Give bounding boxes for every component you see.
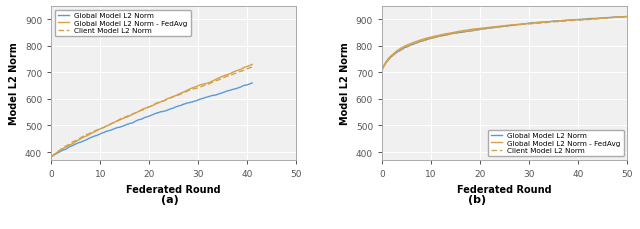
Global Model L2 Norm - FedAvg: [48, 155, 56, 158]
Client Model L2 Norm: [528, 23, 536, 26]
Global Model L2 Norm: [248, 82, 256, 85]
Global Model L2 Norm - FedAvg: [524, 23, 532, 26]
Global Model L2 Norm: [166, 108, 174, 111]
Legend: Global Model L2 Norm, Global Model L2 Norm - FedAvg, Client Model L2 Norm: Global Model L2 Norm, Global Model L2 No…: [488, 130, 623, 157]
Y-axis label: Model L2 Norm: Model L2 Norm: [10, 42, 19, 125]
Legend: Global Model L2 Norm, Global Model L2 Norm - FedAvg, Client Model L2 Norm: Global Model L2 Norm, Global Model L2 No…: [55, 11, 191, 37]
Global Model L2 Norm: [167, 108, 175, 111]
Global Model L2 Norm: [623, 16, 631, 19]
Line: Global Model L2 Norm: Global Model L2 Norm: [382, 17, 627, 70]
Client Model L2 Norm: [600, 18, 608, 20]
Client Model L2 Norm: [623, 16, 631, 19]
Client Model L2 Norm: [47, 156, 55, 158]
Client Model L2 Norm: [524, 23, 532, 26]
Line: Client Model L2 Norm: Client Model L2 Norm: [51, 68, 252, 157]
Global Model L2 Norm - FedAvg: [378, 69, 386, 72]
Global Model L2 Norm: [47, 156, 55, 158]
Global Model L2 Norm: [524, 23, 531, 26]
Global Model L2 Norm - FedAvg: [230, 71, 237, 74]
X-axis label: Federated Round: Federated Round: [127, 184, 221, 194]
Global Model L2 Norm - FedAvg: [47, 156, 55, 158]
Global Model L2 Norm - FedAvg: [528, 23, 536, 25]
Client Model L2 Norm: [585, 19, 593, 22]
Global Model L2 Norm - FedAvg: [623, 16, 631, 19]
Line: Client Model L2 Norm: Client Model L2 Norm: [382, 17, 627, 70]
Global Model L2 Norm - FedAvg: [585, 19, 593, 22]
Global Model L2 Norm: [379, 67, 387, 70]
Client Model L2 Norm: [378, 69, 386, 72]
Global Model L2 Norm: [524, 23, 532, 26]
Global Model L2 Norm - FedAvg: [600, 18, 608, 20]
Global Model L2 Norm - FedAvg: [166, 97, 174, 100]
Text: (a): (a): [161, 194, 179, 204]
Line: Global Model L2 Norm: Global Model L2 Norm: [51, 84, 252, 157]
Client Model L2 Norm: [379, 67, 387, 70]
Client Model L2 Norm: [217, 78, 225, 81]
Global Model L2 Norm - FedAvg: [167, 97, 175, 99]
Global Model L2 Norm: [528, 22, 536, 25]
Client Model L2 Norm: [167, 97, 175, 100]
Client Model L2 Norm: [166, 97, 174, 100]
X-axis label: Federated Round: Federated Round: [458, 184, 552, 194]
Client Model L2 Norm: [248, 66, 256, 69]
Global Model L2 Norm - FedAvg: [217, 76, 225, 79]
Global Model L2 Norm: [378, 69, 386, 72]
Global Model L2 Norm - FedAvg: [524, 23, 531, 26]
Global Model L2 Norm: [230, 88, 237, 91]
Global Model L2 Norm: [48, 155, 56, 158]
Line: Global Model L2 Norm - FedAvg: Global Model L2 Norm - FedAvg: [382, 17, 627, 70]
Global Model L2 Norm: [170, 107, 178, 110]
Global Model L2 Norm - FedAvg: [248, 64, 256, 66]
Global Model L2 Norm: [600, 17, 608, 20]
Client Model L2 Norm: [170, 95, 178, 98]
Client Model L2 Norm: [230, 73, 237, 76]
Client Model L2 Norm: [48, 155, 56, 158]
Text: (b): (b): [468, 194, 486, 204]
Global Model L2 Norm - FedAvg: [170, 95, 178, 98]
Global Model L2 Norm - FedAvg: [379, 67, 387, 70]
Line: Global Model L2 Norm - FedAvg: Global Model L2 Norm - FedAvg: [51, 65, 252, 157]
Global Model L2 Norm: [217, 93, 225, 95]
Y-axis label: Model L2 Norm: Model L2 Norm: [340, 42, 350, 125]
Global Model L2 Norm: [585, 18, 593, 21]
Client Model L2 Norm: [524, 23, 531, 26]
